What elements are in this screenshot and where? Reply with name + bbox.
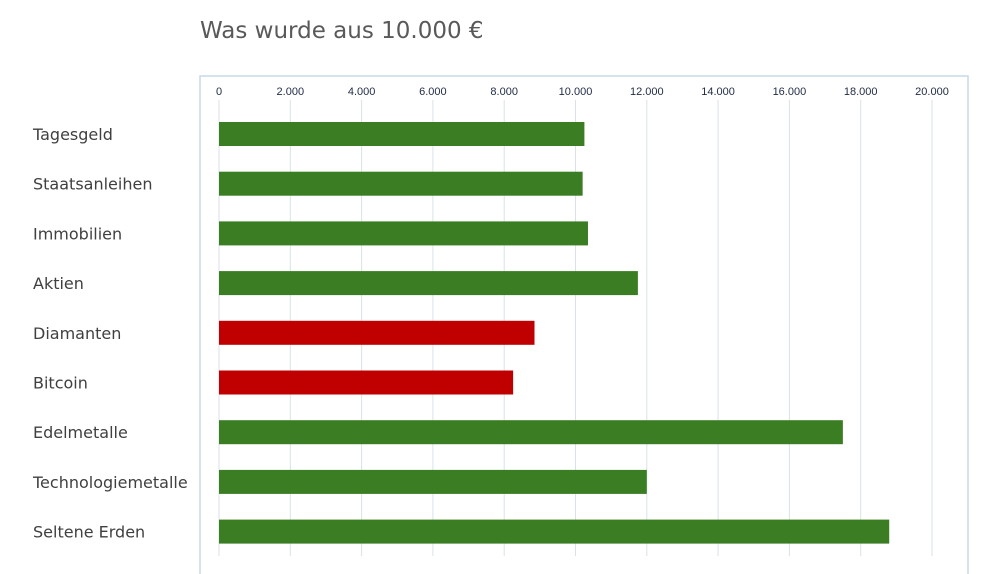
category-label: Staatsanleihen (33, 175, 152, 194)
category-label: Aktien (33, 274, 84, 293)
category-label: Technologiemetalle (32, 473, 188, 492)
x-tick-label: 14.000 (701, 86, 735, 98)
bar (219, 519, 890, 544)
x-tick-label: 18.000 (844, 86, 878, 98)
category-label: Immobilien (33, 224, 122, 243)
bar (219, 469, 647, 494)
bar (219, 271, 638, 296)
bar (219, 221, 588, 246)
chart-title: Was wurde aus 10.000 € (200, 18, 484, 44)
x-tick-label: 12.000 (630, 86, 664, 98)
bar (219, 171, 583, 196)
bar (219, 420, 843, 445)
x-tick-label: 2.000 (277, 86, 305, 98)
x-tick-label: 10.000 (559, 86, 593, 98)
category-label: Seltene Erden (33, 523, 145, 542)
x-tick-label: 20.000 (915, 86, 949, 98)
x-tick-label: 6.000 (419, 86, 447, 98)
bar (219, 122, 585, 146)
x-tick-label: 0 (216, 86, 222, 98)
plot-area-frame (199, 75, 969, 574)
x-tick-label: 8.000 (490, 86, 518, 98)
category-label: Bitcoin (33, 374, 88, 393)
category-label: Edelmetalle (33, 423, 128, 442)
bar (219, 320, 535, 345)
category-label: Tagesgeld (32, 125, 113, 144)
x-tick-label: 4.000 (348, 86, 376, 98)
category-label: Diamanten (33, 324, 121, 343)
x-tick-label: 16.000 (773, 86, 807, 98)
bar (219, 370, 514, 395)
